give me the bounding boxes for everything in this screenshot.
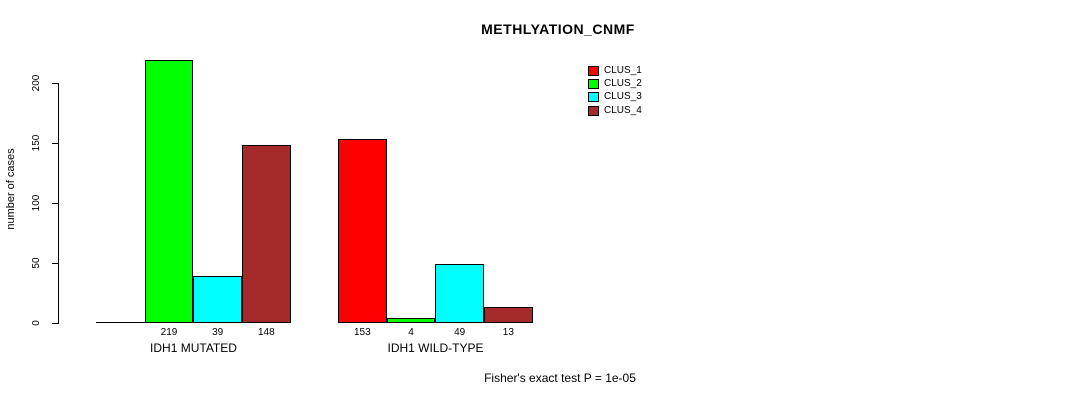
y-tick [52, 142, 59, 144]
legend-swatch-clus-2 [588, 79, 599, 90]
y-tick [52, 322, 59, 324]
legend-label-clus-1: CLUS_1 [604, 65, 642, 76]
chart-title: METHLYATION_CNMF [481, 21, 635, 37]
bar-clus-4-idh1-mutated [242, 145, 291, 323]
y-tick [52, 82, 59, 84]
bar-clus-2-idh1-mutated [144, 60, 194, 323]
bar-clus-1-idh1-mutated-zero [96, 322, 145, 323]
bar-clus-3-idh1-mutated [193, 276, 242, 323]
y-tick-label: 0 [31, 320, 42, 326]
group-label-idh1-mutated: IDH1 MUTATED [150, 341, 237, 355]
fisher-test-annotation: Fisher's exact test P = 1e-05 [484, 371, 636, 385]
y-tick [52, 262, 59, 264]
legend-label-clus-3: CLUS_3 [604, 91, 642, 103]
legend-swatch-clus-1 [588, 66, 599, 76]
y-tick-label: 100 [31, 194, 42, 212]
bar-value-label: 49 [454, 327, 466, 338]
legend-swatch-clus-4 [588, 105, 599, 116]
legend-label-clus-2: CLUS_2 [604, 78, 642, 90]
y-tick-label: 150 [31, 134, 42, 152]
bar-clus-1-idh1-wild-type [338, 139, 387, 323]
legend-swatch-clus-3 [588, 92, 599, 103]
y-tick-label: 200 [31, 74, 42, 92]
bar-value-label: 153 [353, 327, 371, 338]
bar-value-label: 13 [502, 327, 514, 338]
bar-value-label: 219 [160, 327, 178, 338]
bar-value-label: 39 [212, 327, 224, 338]
y-axis-title: number of cases [5, 148, 17, 230]
group-label-idh1-wild-type: IDH1 WILD-TYPE [387, 341, 484, 355]
legend-label-clus-4: CLUS_4 [604, 104, 642, 116]
bar-clus-3-idh1-wild-type [435, 264, 484, 323]
y-tick-label: 50 [31, 257, 42, 269]
bar-value-label: 4 [408, 327, 414, 338]
bar-value-label: 148 [257, 327, 275, 338]
bar-clus-2-idh1-wild-type [386, 318, 436, 323]
y-tick [52, 202, 59, 204]
bar-clus-4-idh1-wild-type [484, 307, 533, 323]
